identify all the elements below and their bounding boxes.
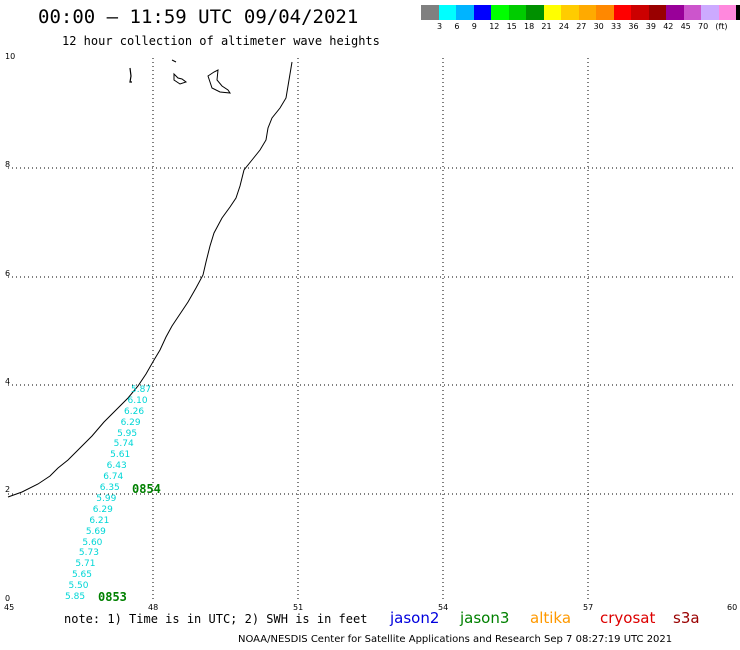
time-label-0853: 0853 [98, 590, 127, 604]
legend-swatch [683, 5, 701, 20]
island-2 [171, 59, 188, 85]
satellite-cryosat: cryosat [600, 609, 656, 627]
legend-label: 15 [506, 22, 517, 31]
wave-height-label: 5.95 [117, 428, 138, 439]
satellite-s3a: s3a [673, 609, 700, 627]
wave-height-label: 5.74 [113, 439, 134, 450]
legend-label: 33 [611, 22, 622, 31]
y-tick-label: 4 [5, 377, 11, 386]
wave-height-label: 5.60 [82, 537, 103, 548]
wave-height-label: 6.43 [106, 461, 127, 472]
y-tick-label: 0 [5, 594, 11, 603]
wave-height-label: 5.87 [131, 385, 152, 395]
x-tick-label: 60 [727, 603, 738, 612]
legend-swatch [561, 5, 579, 20]
wave-height-label: 6.26 [124, 406, 145, 417]
wave-height-color-legend [421, 5, 740, 20]
legend-swatch [648, 5, 666, 20]
legend-swatch [508, 5, 526, 20]
legend-swatch [578, 5, 596, 20]
island-1 [129, 67, 132, 83]
map-title: 00:00 – 11:59 UTC 09/04/2021 [38, 6, 359, 28]
legend-swatch [736, 5, 740, 20]
legend-swatch [421, 5, 439, 20]
wave-height-label: 6.29 [92, 504, 113, 515]
y-tick-label: 2 [5, 485, 11, 494]
legend-swatch [596, 5, 614, 20]
legend-label: 42 [663, 22, 674, 31]
x-tick-label: 45 [4, 603, 15, 612]
legend-swatch [631, 5, 649, 20]
coastline [7, 61, 293, 498]
legend-label: 9 [471, 22, 477, 31]
time-label-0854: 0854 [132, 482, 161, 496]
legend-swatch [473, 5, 491, 20]
legend-label: (ft) [715, 22, 728, 31]
x-tick-label: 51 [293, 603, 304, 612]
wave-height-label: 5.99 [96, 493, 117, 504]
grid-lines [8, 58, 735, 600]
legend-swatch [438, 5, 456, 20]
legend-label: 24 [558, 22, 569, 31]
legend-swatch [666, 5, 684, 20]
legend-swatch [718, 5, 736, 20]
legend-label: 6 [454, 22, 460, 31]
satellite-jason2: jason2 [390, 609, 440, 627]
y-tick-label: 6 [5, 269, 11, 278]
legend-label: 30 [593, 22, 604, 31]
legend-label: 45 [680, 22, 691, 31]
wave-height-label: 6.10 [127, 395, 148, 406]
x-tick-label: 48 [148, 603, 159, 612]
legend-swatch [613, 5, 631, 20]
legend-label: 12 [489, 22, 500, 31]
wave-height-label: 5.69 [85, 526, 106, 537]
legend-label: 18 [524, 22, 535, 31]
wave-height-label: 6.35 [99, 483, 120, 494]
wave-height-label: 6.29 [120, 417, 141, 428]
wave-height-label: 5.71 [75, 559, 96, 570]
satellite-jason3: jason3 [460, 609, 510, 627]
legend-swatch [491, 5, 509, 20]
x-tick-label: 54 [438, 603, 449, 612]
legend-label: 70 [698, 22, 709, 31]
map-subtitle: 12 hour collection of altimeter wave hei… [62, 34, 380, 48]
wave-height-label: 6.74 [103, 472, 124, 483]
satellite-altika: altika [530, 609, 572, 627]
wave-height-label: 5.73 [78, 548, 99, 559]
legend-swatch [701, 5, 719, 20]
legend-label: 36 [628, 22, 639, 31]
wave-height-label: 5.50 [68, 581, 89, 592]
legend-label: 27 [576, 22, 587, 31]
legend-label: 39 [645, 22, 656, 31]
legend-label: 21 [541, 22, 552, 31]
legend-label: 3 [437, 22, 443, 31]
legend-swatch [456, 5, 474, 20]
legend-swatch [526, 5, 544, 20]
wave-height-label: 5.65 [71, 570, 92, 581]
note-text: note: 1) Time is in UTC; 2) SWH is in fe… [64, 612, 368, 626]
wave-height-label: 5.61 [110, 450, 131, 461]
footer-credit: NOAA/NESDIS Center for Satellite Applica… [238, 634, 673, 645]
x-tick-label: 57 [583, 603, 594, 612]
legend-swatch [543, 5, 561, 20]
island-3 [207, 69, 232, 94]
wave-height-label: 6.21 [89, 515, 110, 526]
wave-height-label: 5.85 [65, 592, 86, 602]
y-tick-label: 8 [5, 160, 11, 169]
y-tick-label: 10 [5, 52, 16, 61]
